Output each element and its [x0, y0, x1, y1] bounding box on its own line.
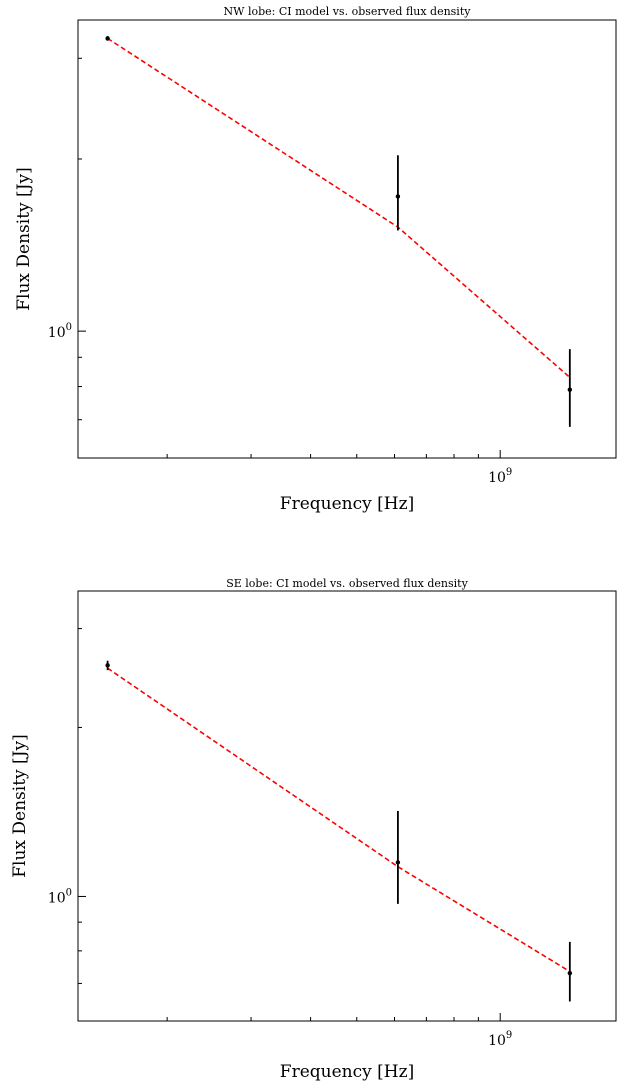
x-axis-label: Frequency [Hz] [280, 494, 414, 514]
x-tick-label: 109 [488, 1030, 512, 1049]
data-point [105, 663, 110, 668]
nw-lobe-chart: NW lobe: CI model vs. observed flux dens… [14, 5, 617, 514]
y-tick-label: 100 [48, 887, 72, 906]
data-point [567, 387, 573, 392]
chart-title: NW lobe: CI model vs. observed flux dens… [224, 5, 472, 18]
model-line [107, 667, 571, 973]
data-point [395, 860, 401, 865]
axis-ticks: 109 100 [48, 57, 512, 486]
data-point [395, 194, 401, 199]
model-line [107, 37, 571, 379]
y-axis-label: Flux Density [Jy] [14, 167, 34, 311]
plot-frame [77, 590, 617, 1022]
plot-frame [77, 19, 617, 459]
data-point [105, 36, 110, 41]
se-lobe-chart: SE lobe: CI model vs. observed flux dens… [10, 577, 617, 1082]
data-point [567, 970, 573, 976]
data-marks [105, 660, 573, 1002]
x-tick-label: 109 [488, 467, 512, 486]
y-tick-label: 100 [48, 322, 72, 341]
x-axis-label: Frequency [Hz] [280, 1062, 414, 1082]
y-axis-label: Flux Density [Jy] [10, 734, 30, 878]
axis-ticks: 109 100 [48, 628, 512, 1049]
chart-title: SE lobe: CI model vs. observed flux dens… [226, 577, 468, 590]
data-marks [105, 36, 573, 427]
